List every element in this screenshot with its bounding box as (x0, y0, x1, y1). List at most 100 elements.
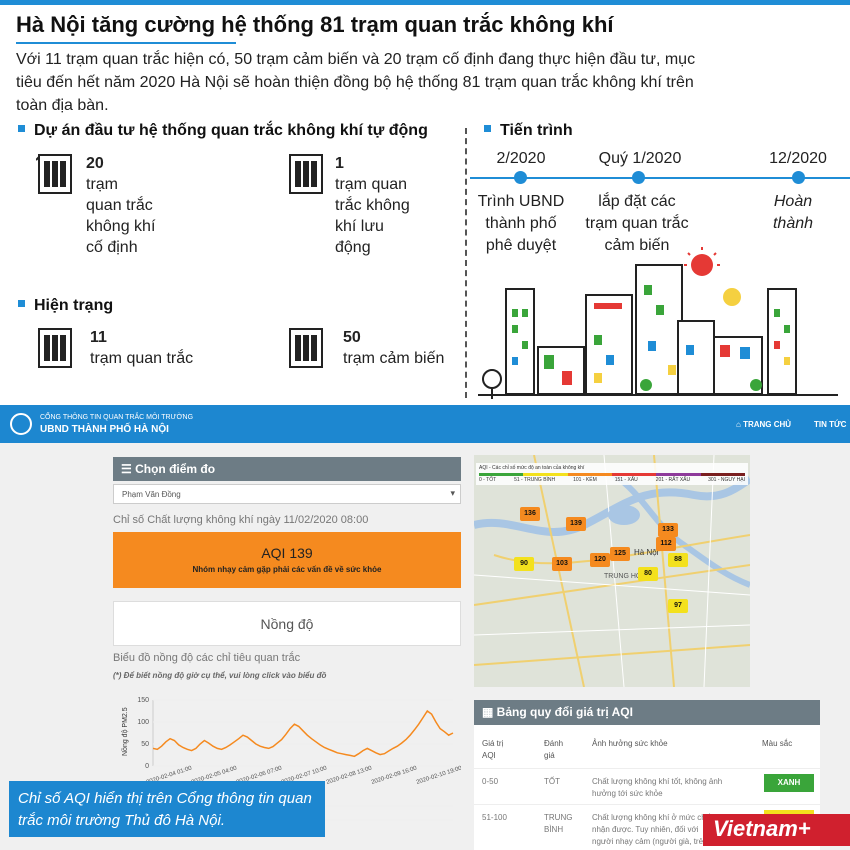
aqi-map[interactable]: AQI - Các chỉ số mức độ an toàn của khôn… (474, 455, 750, 687)
mobile-label-1: trạm quan (335, 176, 408, 193)
col-color: Màu sắc (762, 739, 793, 748)
timeline-desc-3: Hoàn thành (772, 193, 814, 232)
y-tick-label: 0 (145, 763, 149, 770)
station-aqi-marker[interactable]: 125 (610, 547, 630, 561)
legend-label: 301 - NGUY HẠI (708, 477, 745, 483)
legend-title: AQI - Các chỉ số mức độ an toàn của khôn… (479, 465, 585, 471)
station-aqi-marker[interactable]: 88 (668, 553, 688, 567)
station-aqi-marker[interactable]: 139 (566, 517, 586, 531)
page-title: Hà Nội tăng cường hệ thống 81 trạm quan … (16, 12, 614, 44)
station-aqi-marker[interactable]: 133 (658, 523, 678, 537)
section-divider (465, 128, 467, 398)
place-trunghoa: TRUNG HOA (604, 573, 646, 580)
chart-ylabel: Nồng độ PM2.5 (120, 707, 129, 756)
portal-logo-icon (10, 413, 32, 435)
station-aqi-marker[interactable]: 80 (638, 567, 658, 581)
aqi-table-heading: ▦ Bảng quy đổi giá trị AQI (474, 700, 820, 725)
x-tick-label: 2020-02-08 13:00 (326, 765, 374, 786)
fixed-label-2: quan trắc (86, 197, 153, 214)
legend-label: 201 - RẤT XẤU (655, 477, 691, 483)
portal-subtitle: CỔNG THÔNG TIN QUAN TRẮC MÔI TRƯỜNG (40, 414, 194, 421)
fixed-count: 20 (86, 155, 104, 172)
row1-range: 0-50 (482, 777, 499, 786)
aqi-box: AQI 139 Nhóm nhạy cảm gặp phải các vấn đ… (113, 532, 461, 588)
project-heading: Dự án đầu tư hệ thống quan trắc không kh… (18, 122, 428, 140)
station-aqi-marker[interactable]: 103 (552, 557, 572, 571)
row2-range: 51-100 (482, 813, 507, 822)
fixed-label-1: trạm (86, 176, 118, 193)
timeline-line (470, 177, 850, 179)
select-station-panel: ☰ Chọn điểm đo (113, 457, 461, 481)
timeline-dot-1 (514, 171, 527, 184)
fixed-stations-item: 20 trạm quan trắc không khí cố định (36, 153, 155, 258)
existing-label: trạm quan trắc (90, 350, 194, 367)
sensor-stations-item: 50 trạm cảm biến (287, 327, 444, 369)
y-tick-label: 150 (137, 697, 149, 704)
sensor-count: 50 (343, 329, 361, 346)
sensor-label: trạm cảm biến (343, 350, 445, 367)
station-select[interactable]: Phạm Văn Đồng (113, 484, 461, 504)
place-hanoi: Hà Nội (634, 548, 659, 557)
station-aqi-marker[interactable]: 136 (520, 507, 540, 521)
aqi-value: AQI 139 (261, 545, 313, 561)
current-heading: Hiện trạng (18, 297, 113, 315)
row2-effect: Chất lượng không khí ở mức chấp nhận được… (592, 813, 719, 846)
y-tick-label: 100 (137, 719, 149, 726)
legend-swatch (479, 473, 524, 476)
timeline-dot-2 (632, 171, 645, 184)
timeline-date-1: 2/2020 (496, 150, 546, 167)
nav-news-link[interactable]: TIN TỨC (814, 420, 847, 429)
portal-navbar: CỔNG THÔNG TIN QUAN TRẮC MÔI TRƯỜNG UBND… (0, 405, 850, 443)
station-aqi-marker[interactable]: 97 (668, 599, 688, 613)
existing-stations-item: 11 trạm quan trắc (36, 327, 193, 369)
station-aqi-marker[interactable]: 120 (590, 553, 610, 567)
timeline-date-3: 12/2020 (769, 150, 827, 167)
y-tick-label: 50 (141, 741, 149, 748)
select-station-heading: ☰ Chọn điểm đo (113, 457, 461, 481)
pm25-series-line (152, 709, 454, 758)
x-tick-label: 2020-02-09 16:00 (371, 765, 419, 786)
legend-label: 51 - TRUNG BÌNH (514, 477, 556, 483)
legend-swatch (611, 473, 657, 476)
chart-label: Biểu đồ nồng độ các chỉ tiêu quan trắc (113, 652, 301, 664)
mobile-label-4: động (335, 239, 371, 256)
row1-color-badge: XANH (764, 774, 814, 792)
image-caption: Chỉ số AQI hiển thị trên Cổng thông tin … (9, 781, 325, 837)
mobile-count: 1 (335, 155, 344, 172)
station-icon (289, 154, 323, 194)
map-legend: AQI - Các chỉ số mức độ an toàn của khôn… (476, 463, 748, 485)
station-icon (289, 328, 323, 368)
infographic-top: Hà Nội tăng cường hệ thống 81 trạm quan … (0, 0, 850, 405)
row2-rating: TRUNG BÌNH (544, 813, 573, 834)
nav-home-link[interactable]: ⌂ TRANG CHỦ (736, 420, 792, 429)
legend-label: 101 - KÉM (573, 477, 597, 483)
index-label: Chỉ số Chất lượng không khí ngày 11/02/2… (113, 514, 369, 526)
fixed-label-4: cố định (86, 239, 138, 256)
station-icon (38, 328, 72, 368)
timeline-desc-1: Trình UBND thành phố phê duyệt (477, 193, 565, 254)
mobile-label-3: khí lưu (335, 218, 384, 235)
legend-swatch (700, 473, 745, 476)
intro-text: Với 11 trạm quan trắc hiện có, 50 trạm c… (16, 51, 696, 114)
x-tick-label: 2020-02-10 19:00 (416, 765, 461, 786)
chart-note: (*) Để biết nồng độ giờ cụ thể, vui lòng… (113, 671, 327, 680)
timeline-date-2: Quý 1/2020 (598, 150, 682, 167)
col-value: Giá trị AQI (482, 739, 504, 760)
vietnamplus-logo: Vietnam+ (703, 814, 850, 846)
fixed-label-3: không khí (86, 218, 156, 235)
row1-effect: Chất lượng không khí tốt, không ảnh hưởng… (592, 777, 723, 798)
timeline-desc-2: lắp đặt các trạm quan trắc cảm biến (585, 193, 689, 254)
legend-swatch (567, 473, 612, 476)
portal-title: UBND THÀNH PHỐ HÀ NỘI (40, 424, 169, 435)
concentration-tab[interactable]: Nồng độ (113, 601, 461, 646)
legend-label: 0 - TỐT (479, 477, 497, 483)
legend-swatch (523, 473, 568, 476)
mobile-station-item: 1 trạm quan trắc không khí lưu động (287, 153, 410, 258)
col-effect: Ảnh hưởng sức khỏe (592, 739, 668, 748)
city-skyline-illustration (478, 247, 838, 399)
station-aqi-marker[interactable]: 112 (656, 537, 676, 551)
station-icon (36, 154, 72, 194)
station-aqi-marker[interactable]: 90 (514, 557, 534, 571)
existing-count: 11 (90, 329, 107, 346)
